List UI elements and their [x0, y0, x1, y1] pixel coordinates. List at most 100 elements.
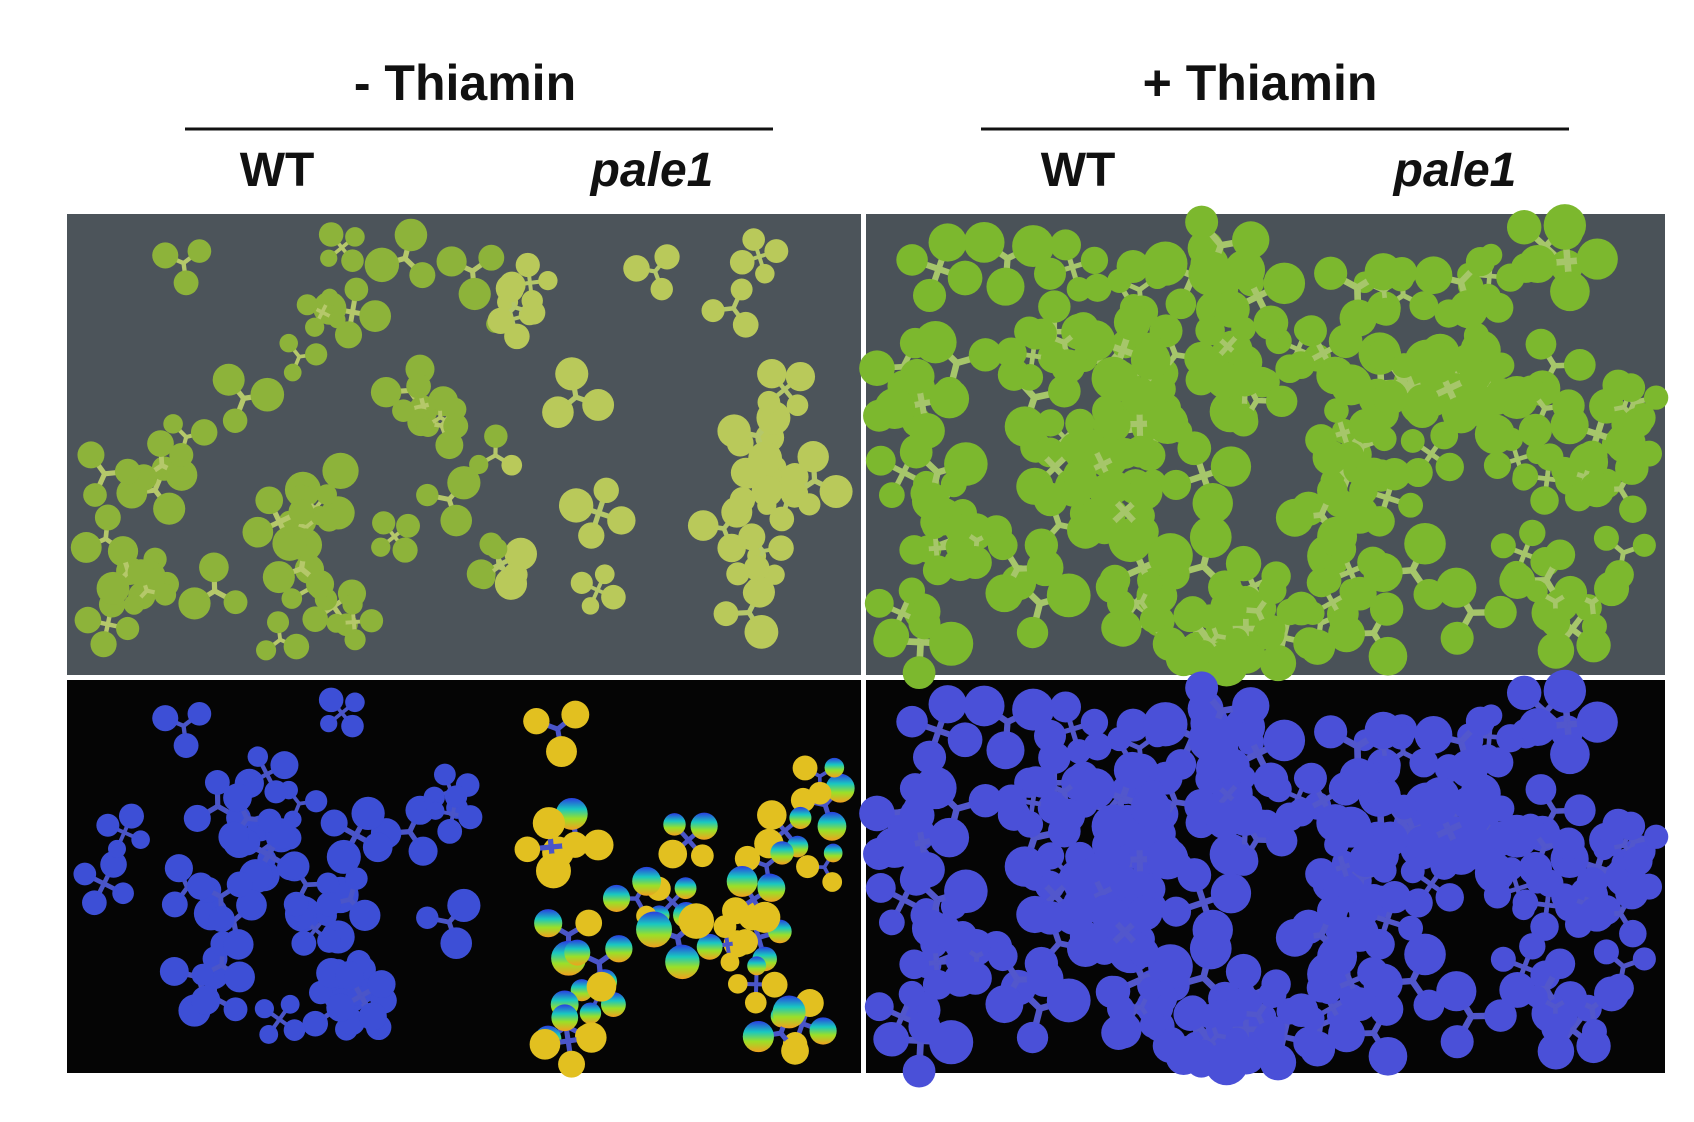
seedling-part — [212, 363, 245, 396]
seedling-part — [1372, 297, 1401, 326]
seedling-part — [283, 633, 310, 660]
seedling-part — [1643, 824, 1669, 849]
seedling-part — [1188, 717, 1233, 762]
seedling-part — [896, 244, 928, 276]
seedling-part — [1210, 446, 1252, 487]
seedling-part — [1192, 909, 1233, 951]
seedling-part — [1213, 291, 1250, 328]
seedling-part — [112, 882, 134, 905]
seedling-part — [1563, 794, 1596, 827]
seedling-part — [1130, 339, 1171, 380]
seedling-part — [1506, 675, 1542, 711]
seedling-part — [899, 327, 931, 359]
seedling-part — [94, 504, 121, 531]
seedling-part — [1643, 385, 1669, 410]
seedling-part — [1004, 406, 1046, 447]
seedling-part — [546, 736, 577, 768]
seedling-part — [1148, 533, 1193, 578]
seedling-part — [1525, 985, 1548, 1008]
seedling-part — [1391, 353, 1417, 378]
seedling-part — [70, 532, 102, 563]
seedling-part — [968, 784, 1003, 818]
seedling-part — [1107, 726, 1132, 752]
seedling-part — [749, 901, 781, 933]
seedling-part — [310, 505, 330, 526]
seedling-part — [472, 566, 496, 590]
seedling-part — [985, 574, 1024, 613]
seedling-part — [267, 611, 290, 634]
seedling-part — [1232, 221, 1270, 259]
seedling-part — [1012, 225, 1055, 268]
seedling-part — [720, 952, 740, 972]
seedling-part — [696, 933, 723, 960]
seedling-part — [690, 844, 714, 868]
seedling-part — [426, 801, 445, 820]
seedling-part — [1258, 980, 1287, 1009]
seedling-part — [83, 483, 107, 507]
seedling-part — [1189, 516, 1232, 559]
seedling-part — [1483, 292, 1514, 323]
seedling-part — [1016, 363, 1044, 391]
seedling-part — [764, 564, 785, 585]
seedling-part — [1409, 748, 1439, 778]
seedling-part — [392, 537, 418, 563]
seedling-part — [721, 496, 753, 528]
seedling-part — [1066, 277, 1092, 302]
seedling-part — [1033, 482, 1068, 517]
seedling-part — [1409, 291, 1439, 321]
seedling-part — [742, 1020, 774, 1053]
seedling-part — [1066, 739, 1092, 764]
seedling-part — [1594, 976, 1630, 1012]
seedling-part — [362, 832, 393, 863]
seedling-part — [732, 929, 759, 955]
seedling-part — [458, 805, 483, 830]
seedling-part — [345, 692, 365, 713]
seedling-part — [987, 941, 1018, 972]
seedling-part — [276, 854, 303, 881]
seedling-part — [1252, 618, 1285, 650]
seedling-part — [270, 751, 299, 780]
seedling-part — [283, 1019, 306, 1041]
seedling-part — [1078, 429, 1105, 455]
seedling-part — [922, 969, 953, 1000]
seedling-part — [555, 357, 589, 391]
seedling-part — [334, 961, 364, 990]
seedling-part — [408, 836, 438, 866]
seedling-part — [1440, 1025, 1474, 1059]
seedling-part — [1127, 474, 1163, 510]
seedling-part — [1496, 263, 1525, 292]
seedling-part — [1192, 483, 1233, 524]
seedling-part — [255, 486, 284, 515]
seedling-part — [1275, 498, 1314, 537]
seedling-part — [1622, 846, 1653, 876]
seedling-part — [1459, 360, 1492, 393]
seedling-part — [1305, 858, 1337, 890]
seedling-part — [1342, 576, 1377, 611]
seedling-part — [262, 561, 295, 594]
seedling-part — [1537, 1032, 1575, 1070]
seedling-part — [1349, 898, 1378, 928]
seedling-part — [824, 757, 845, 778]
seedling-part — [317, 929, 341, 953]
seedling-part — [1398, 492, 1424, 518]
seedling-part — [1484, 595, 1517, 629]
seedling-part — [772, 995, 806, 1029]
seedling-part — [665, 944, 700, 980]
seedling-part — [730, 278, 753, 301]
seedling-part — [1436, 567, 1477, 608]
seedling-part — [1619, 919, 1647, 948]
seedling-part — [1404, 522, 1446, 565]
seedling-part — [272, 526, 308, 561]
seedling-part — [107, 839, 126, 858]
seedling-part — [581, 597, 600, 615]
seedling-part — [1093, 405, 1131, 444]
seedling-part — [1146, 402, 1189, 445]
seedling-part — [1541, 608, 1571, 638]
seedling-part — [199, 552, 229, 583]
seedling-part — [561, 700, 590, 729]
seedling-part — [1232, 687, 1270, 725]
seedling-part — [1576, 701, 1618, 743]
seedling-part — [1090, 937, 1119, 965]
seedling-part — [785, 361, 816, 392]
seedling-part — [1400, 429, 1425, 453]
